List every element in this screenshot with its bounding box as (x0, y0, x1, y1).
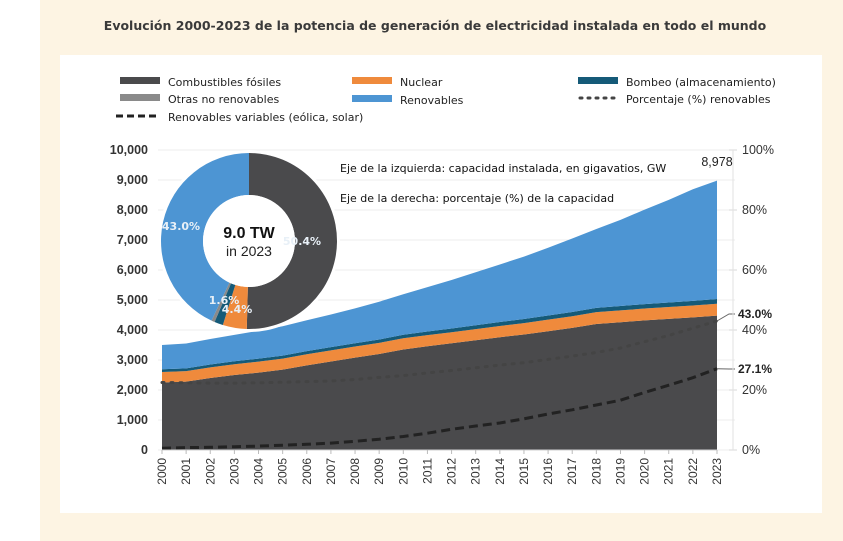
legend-swatch (578, 77, 618, 84)
axes: 0 1,000 2,000 3,000 4,000 5,000 6,000 7,000 8,00… (110, 143, 774, 485)
y-tick-label: 9,000 (117, 173, 148, 187)
x-tick-label: 2010 (396, 458, 410, 485)
legend-label: Renovables variables (eólica, solar) (168, 111, 363, 124)
x-tick-label: 2017 (565, 458, 579, 485)
x-tick-label: 2013 (469, 458, 483, 485)
line-renovables-variables-e-lica-solar- (161, 367, 718, 450)
legend-label: Renovables (400, 94, 464, 107)
legend-item: Renovables variables (eólica, solar) (116, 111, 363, 124)
legend-swatch (120, 94, 160, 101)
y-tick-label: 3,000 (117, 353, 148, 367)
legend-swatch (352, 77, 392, 84)
y-tick-label: 0 (141, 443, 148, 457)
y-tick-label: 8,000 (117, 203, 148, 217)
legend-label: Combustibles fósiles (168, 76, 281, 89)
stacked-areas (162, 180, 717, 450)
legend-label: Porcentaje (%) renovables (626, 93, 771, 106)
y-tick-label: 7,000 (117, 233, 148, 247)
donut-center-value: 9.0 TW (223, 225, 275, 242)
donut-slice-otras-no-renovables (211, 282, 231, 322)
x-tick-label: 2023 (710, 458, 724, 485)
x-tick-label: 2009 (372, 458, 386, 485)
y2-tick-label: 100% (742, 143, 774, 157)
x-tick-label: 2018 (589, 458, 603, 485)
y-tick-label: 2,000 (117, 383, 148, 397)
x-tick-label: 2002 (203, 458, 217, 485)
donut-hole (203, 195, 295, 287)
legend-swatch (352, 95, 392, 102)
area-renovables (162, 180, 717, 370)
donut-slice-bombeo-almacenamiento- (214, 283, 236, 326)
x-tick-label: 2001 (179, 458, 193, 485)
donut-slice-label: 50.4% (283, 235, 321, 248)
y-tick-label: 10,000 (110, 143, 148, 157)
variable-renewables-callout: 27.1% (738, 362, 772, 376)
y-tick-label: 6,000 (117, 263, 148, 277)
x-tick-label: 2021 (662, 458, 676, 485)
x-tick-label: 2011 (420, 458, 434, 484)
donut-slice-label: 1.6% (209, 294, 240, 307)
legend-item: Combustibles fósiles (120, 76, 281, 89)
left-axis-note: Eje de la izquierda: capacidad instalada… (340, 162, 666, 175)
x-tick-label: 2020 (638, 458, 652, 485)
donut-slice-nuclear (222, 284, 248, 329)
legend: Combustibles fósiles Otras no renovables R… (116, 76, 776, 124)
x-tick-label: 2000 (155, 458, 169, 485)
legend-label: Nuclear (400, 76, 443, 89)
total-2023-label: 8,978 (701, 155, 732, 169)
callout-leader (716, 313, 735, 322)
x-tick-label: 2016 (541, 458, 555, 485)
y-tick-label: 4,000 (117, 323, 148, 337)
legend-swatch (120, 77, 160, 84)
x-tick-label: 2006 (300, 458, 314, 485)
legend-item: Porcentaje (%) renovables (578, 93, 771, 106)
legend-item: Renovables (352, 94, 464, 107)
x-tick-label: 2008 (348, 458, 362, 485)
y2-tick-label: 0% (742, 443, 760, 457)
area-nuclear (162, 303, 717, 383)
x-tick-label: 2007 (324, 458, 338, 485)
x-tick-label: 2012 (445, 458, 459, 485)
y2-tick-label: 80% (742, 203, 767, 217)
chart-title: Evolución 2000-2023 de la potencia de ge… (103, 18, 767, 33)
donut-slice-renovables (160, 153, 249, 321)
donut-slice-label: 4.4% (222, 303, 253, 316)
y-tick-label: 1,000 (117, 413, 148, 427)
donut-slice-combustibles-f-siles (246, 153, 338, 329)
y2-tick-label: 40% (742, 323, 767, 337)
legend-label: Bombeo (almacenamiento) (626, 76, 776, 89)
x-tick-label: 2019 (613, 458, 627, 485)
donut-slice-label: 43.0% (162, 220, 200, 233)
area-combustibles-f-siles (162, 315, 717, 450)
area-bombeo-almacenamiento- (162, 298, 717, 372)
y2-tick-label: 20% (742, 383, 767, 397)
x-tick-label: 2015 (517, 458, 531, 485)
line-porcentaje-renovables (160, 319, 719, 385)
y-tick-label: 5,000 (117, 293, 148, 307)
x-tick-label: 2022 (686, 458, 700, 485)
y2-tick-label: 60% (742, 263, 767, 277)
legend-item: Bombeo (almacenamiento) (578, 76, 776, 89)
x-tick-label: 2003 (227, 458, 241, 485)
renewables-pct-callout: 43.0% (738, 307, 772, 321)
x-tick-label: 2005 (276, 458, 290, 485)
right-axis-note: Eje de la derecha: porcentaje (%) de la … (340, 192, 614, 205)
x-tick-label: 2004 (252, 458, 266, 485)
x-tick-label: 2014 (493, 458, 507, 485)
legend-item: Nuclear (352, 76, 443, 89)
legend-label: Otras no renovables (168, 93, 279, 106)
legend-item: Otras no renovables (120, 93, 279, 106)
donut-center-subtitle: in 2023 (226, 243, 272, 259)
